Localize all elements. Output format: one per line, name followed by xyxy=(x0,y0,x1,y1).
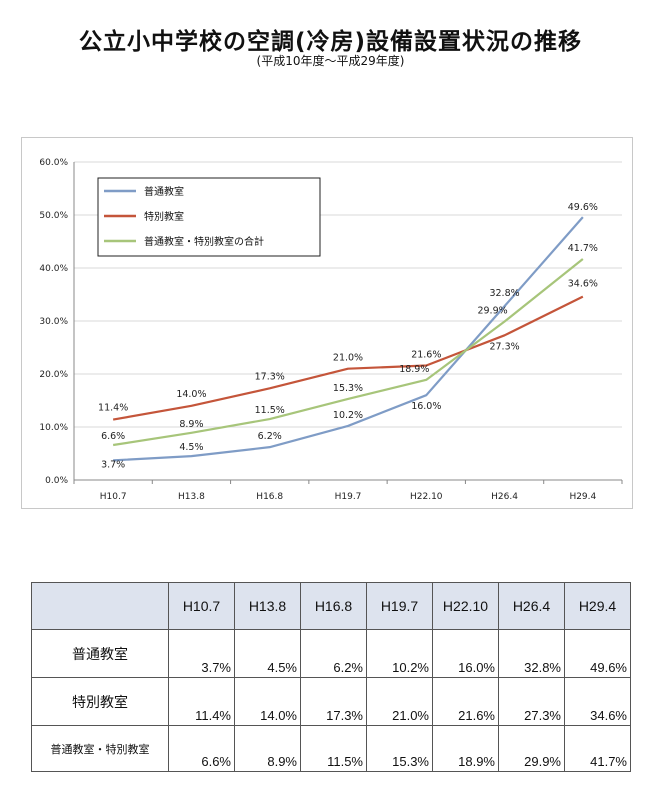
series-line-2 xyxy=(112,295,584,421)
table-row: 特別教室 11.4% 14.0% 17.3% 21.0% 21.6% 27.3%… xyxy=(31,677,631,726)
data-label: 11.4% xyxy=(98,403,128,414)
table-cell: 8.9% xyxy=(234,725,301,772)
data-label: 6.2% xyxy=(258,431,282,442)
x-tick-label: H16.8 xyxy=(256,492,283,502)
legend-entry: 普通教室 xyxy=(144,185,184,198)
page-title: 公立小中学校の空調(冷房)設備設置状況の推移 xyxy=(78,29,583,55)
y-tick-label: 0.0% xyxy=(45,476,68,486)
data-label: 21.0% xyxy=(333,353,363,364)
line-chart: 0.0% 10.0% 20.0% 30.0% 40.0% 50.0% 60.0% H10.7 H… xyxy=(21,137,633,509)
table-cell: 10.2% xyxy=(366,629,433,678)
table-cell: 11.4% xyxy=(168,677,235,726)
data-label: 32.8% xyxy=(489,288,519,299)
page-subtitle: (平成10年度〜平成29年度) xyxy=(256,54,405,68)
series-line-1 xyxy=(113,216,584,462)
data-label: 10.2% xyxy=(333,410,363,421)
data-label: 21.6% xyxy=(411,350,441,361)
table-cell: 21.0% xyxy=(366,677,433,726)
data-label: 34.6% xyxy=(568,279,598,290)
table-cell: 34.6% xyxy=(564,677,631,726)
table-cell: 41.7% xyxy=(564,725,631,772)
x-tick-label: H26.4 xyxy=(491,492,518,502)
y-tick-label: 50.0% xyxy=(39,211,68,221)
legend-entry: 特別教室 xyxy=(144,210,184,223)
data-label: 27.3% xyxy=(489,341,519,352)
legend-entry: 普通教室・特別教室の合計 xyxy=(144,235,264,248)
x-tick-label: H22.10 xyxy=(410,492,443,502)
data-label: 14.0% xyxy=(176,389,206,400)
table-cell: 15.3% xyxy=(366,725,433,772)
table-header-cell: H26.4 xyxy=(498,582,565,630)
data-label: 29.9% xyxy=(477,306,507,317)
table-cell: 6.2% xyxy=(300,629,367,678)
table-row: 普通教室・特別教室 6.6% 8.9% 11.5% 15.3% 18.9% 29… xyxy=(31,725,631,772)
table-cell: 14.0% xyxy=(234,677,301,726)
data-label: 17.3% xyxy=(255,371,285,382)
data-label: 18.9% xyxy=(399,364,429,375)
data-label: 4.5% xyxy=(179,442,203,453)
table-cell: 18.9% xyxy=(432,725,499,772)
data-label: 41.7% xyxy=(568,243,598,254)
table-row-label: 特別教室 xyxy=(31,677,169,726)
x-tick-label: H19.7 xyxy=(335,492,362,502)
table-header-cell: H16.8 xyxy=(300,582,367,630)
table-cell: 32.8% xyxy=(498,629,565,678)
data-label: 6.6% xyxy=(101,431,125,442)
y-tick-label: 20.0% xyxy=(39,370,68,380)
y-tick-label: 30.0% xyxy=(39,317,68,327)
table-header-cell: H13.8 xyxy=(234,582,301,630)
table-header-cell: H22.10 xyxy=(432,582,499,630)
table-row: 普通教室 3.7% 4.5% 6.2% 10.2% 16.0% 32.8% 49… xyxy=(31,629,631,678)
table-header-cell: H19.7 xyxy=(366,582,433,630)
y-tick-label: 10.0% xyxy=(39,423,68,433)
table-cell: 16.0% xyxy=(432,629,499,678)
table-cell: 4.5% xyxy=(234,629,301,678)
data-label: 11.5% xyxy=(255,405,285,416)
y-tick-label: 40.0% xyxy=(39,264,68,274)
table-cell: 49.6% xyxy=(564,629,631,678)
data-label: 3.7% xyxy=(101,459,125,470)
table-row-label: 普通教室・特別教室 xyxy=(31,725,169,772)
table-header-cell: H29.4 xyxy=(564,582,631,630)
x-tick-label: H13.8 xyxy=(178,492,205,502)
data-label: 15.3% xyxy=(333,383,363,394)
x-tick-label: H29.4 xyxy=(569,492,596,502)
table-corner-cell xyxy=(31,582,169,630)
table-cell: 6.6% xyxy=(168,725,235,772)
table-header-row: H10.7 H13.8 H16.8 H19.7 H22.10 H26.4 H29… xyxy=(31,582,631,630)
table-cell: 11.5% xyxy=(300,725,367,772)
table-cell: 27.3% xyxy=(498,677,565,726)
y-tick-label: 60.0% xyxy=(39,158,68,168)
table-cell: 21.6% xyxy=(432,677,499,726)
data-label: 8.9% xyxy=(179,419,203,430)
table-header-cell: H10.7 xyxy=(168,582,235,630)
data-label: 49.6% xyxy=(568,202,598,213)
table-cell: 3.7% xyxy=(168,629,235,678)
table-row-label: 普通教室 xyxy=(31,629,169,678)
table-cell: 17.3% xyxy=(300,677,367,726)
chart-svg: 0.0% 10.0% 20.0% 30.0% 40.0% 50.0% 60.0% H10.7 H… xyxy=(39,158,623,502)
data-table: H10.7 H13.8 H16.8 H19.7 H22.10 H26.4 H29… xyxy=(31,582,631,772)
data-label: 16.0% xyxy=(411,401,441,412)
x-tick-label: H10.7 xyxy=(100,492,127,502)
table-cell: 29.9% xyxy=(498,725,565,772)
series-line-3 xyxy=(112,258,584,447)
